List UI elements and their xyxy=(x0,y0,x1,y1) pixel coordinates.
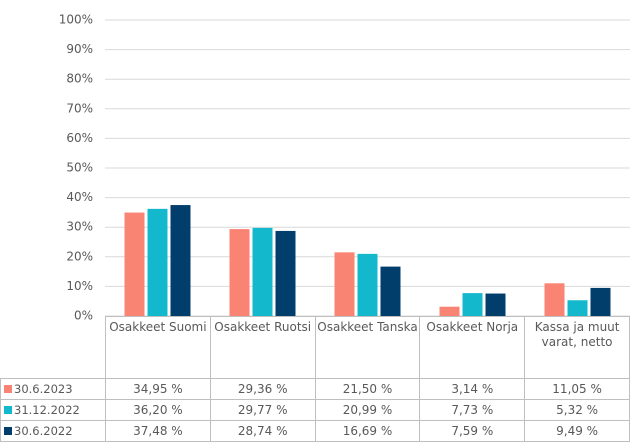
value-label: 7,59 % xyxy=(419,420,526,442)
value-label: 29,36 % xyxy=(209,378,316,400)
y-tick-label: 10% xyxy=(66,279,93,293)
value-label: 9,49 % xyxy=(524,420,630,442)
bar xyxy=(462,293,483,316)
y-tick-label: 100% xyxy=(59,13,93,27)
category-label: Osakkeet Norja xyxy=(419,316,526,379)
series-row: 30.6.2022 37,48 % 28,74 % 16,69 % 7,59 % 9,49… xyxy=(0,420,630,442)
series-row: 30.6.2023 34,95 % 29,36 % 21,50 % 3,14 % 11,0… xyxy=(0,378,630,400)
value-label: 3,14 % xyxy=(419,378,526,400)
category-label: Kassa ja muut varat, netto xyxy=(524,316,630,379)
legend-swatch xyxy=(4,406,12,414)
blank-cell xyxy=(1,317,106,379)
bar xyxy=(380,266,401,316)
value-label: 5,32 % xyxy=(524,399,630,421)
value-label: 29,77 % xyxy=(209,399,316,421)
y-tick-label: 30% xyxy=(66,220,93,234)
legend-swatch xyxy=(4,427,12,435)
legend-label: 30.6.2022 xyxy=(14,424,73,438)
y-tick-label: 90% xyxy=(66,42,93,56)
bar xyxy=(567,300,588,316)
bar xyxy=(124,212,145,316)
value-label: 37,48 % xyxy=(105,420,211,442)
bar xyxy=(334,252,355,316)
category-label: Osakkeet Ruotsi xyxy=(209,316,316,379)
bar xyxy=(357,253,378,316)
legend-label: 31.12.2022 xyxy=(14,403,80,417)
y-tick-label: 50% xyxy=(66,161,93,175)
value-label: 20,99 % xyxy=(314,399,421,421)
bar xyxy=(544,283,565,316)
header-row: Osakkeet Suomi Osakkeet Ruotsi Osakkeet Ta… xyxy=(1,316,630,379)
y-tick-label: 80% xyxy=(66,72,93,86)
y-tick-label: 20% xyxy=(66,249,93,263)
value-label: 11,05 % xyxy=(524,378,630,400)
legend-entry: 31.12.2022 xyxy=(0,399,106,421)
legend-entry: 30.6.2023 xyxy=(0,378,106,400)
value-label: 16,69 % xyxy=(314,420,421,442)
category-label: Osakkeet Suomi xyxy=(105,316,211,379)
legend-label: 30.6.2023 xyxy=(14,382,73,396)
data-table: Osakkeet Suomi Osakkeet Ruotsi Osakkeet Ta… xyxy=(0,316,630,442)
series-row: 31.12.2022 36,20 % 29,77 % 20,99 % 7,73 % 5,3… xyxy=(0,399,630,421)
y-tick-label: 70% xyxy=(66,101,93,115)
bar xyxy=(439,306,460,316)
bar xyxy=(485,293,506,316)
value-label: 28,74 % xyxy=(209,420,316,442)
category-label: Osakkeet Tanska xyxy=(314,316,421,379)
y-tick-label: 60% xyxy=(66,131,93,145)
value-label: 34,95 % xyxy=(105,378,211,400)
value-label: 7,73 % xyxy=(419,399,526,421)
y-tick-label: 0% xyxy=(74,309,93,321)
bar xyxy=(252,227,273,316)
bar xyxy=(590,287,611,316)
bar xyxy=(229,229,250,316)
y-tick-label: 40% xyxy=(66,190,93,204)
bar xyxy=(147,208,168,316)
value-label: 36,20 % xyxy=(105,399,211,421)
value-label: 21,50 % xyxy=(314,378,421,400)
legend-entry: 30.6.2022 xyxy=(0,420,106,442)
chart: 0% 10% 20% 30% 40% 50% 60% 70% 80% 90% 100% xyxy=(59,13,630,321)
bar xyxy=(170,205,191,316)
bar xyxy=(275,230,296,316)
legend-swatch xyxy=(4,385,12,393)
